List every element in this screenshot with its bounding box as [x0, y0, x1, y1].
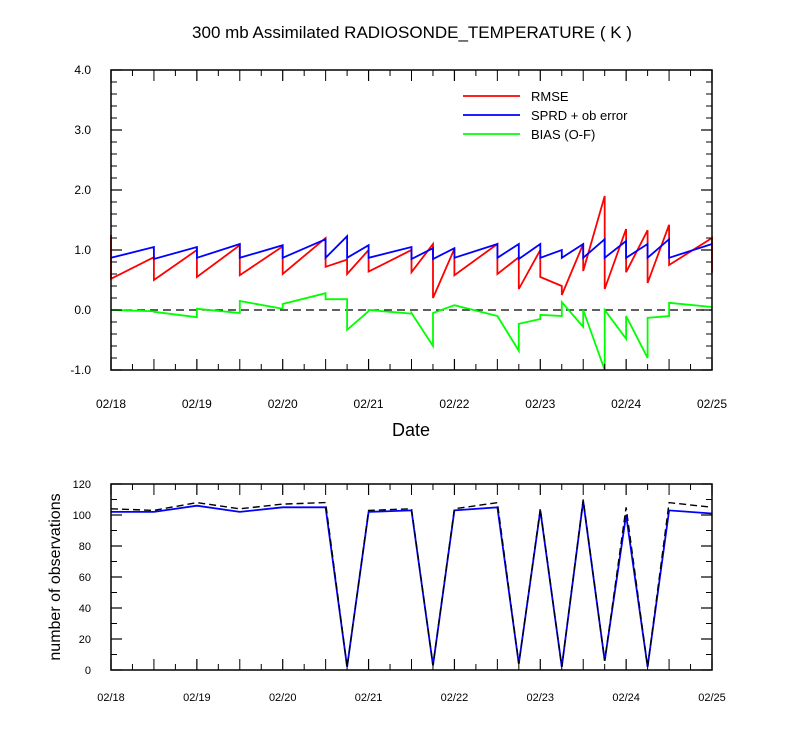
series-line-bias-o-f — [110, 292, 713, 371]
x-tick-label: 02/25 — [697, 397, 727, 411]
y-tick-label: 2.0 — [74, 183, 91, 197]
x-tick-label: 02/25 — [698, 692, 726, 704]
y-tick-label: 80 — [79, 541, 91, 553]
top-y-tick-labels: -1.0 0.0 1.0 2.0 3.0 4.0 — [70, 63, 91, 377]
y-tick-label: 1.0 — [74, 243, 91, 257]
top-x-tick-labels: 02/18 02/19 02/20 02/21 02/22 02/23 02/24 02/25 — [96, 397, 727, 411]
top-plot-area — [110, 195, 713, 371]
legend-label: BIAS (O-F) — [531, 127, 595, 142]
legend-label: SPRD + ob error — [531, 108, 628, 123]
y-tick-label: 3.0 — [74, 123, 91, 137]
y-tick-label: 40 — [79, 603, 91, 615]
series-line-sprd-ob-error — [110, 234, 713, 261]
x-tick-label: 02/24 — [612, 692, 640, 704]
bottom-y-tick-labels: 0 20 40 60 80 100 120 — [73, 479, 91, 677]
series-line-assimilated — [111, 500, 713, 668]
y-tick-label: 0.0 — [74, 303, 91, 317]
bottom-x-tick-labels: 02/18 02/19 02/20 02/21 02/22 02/23 02/24 02/25 — [97, 692, 726, 704]
x-tick-label: 02/22 — [441, 692, 469, 704]
y-tick-label: 0 — [85, 665, 91, 677]
bottom-plot-area — [110, 499, 713, 668]
bottom-axis-ticks — [110, 483, 713, 671]
x-tick-label: 02/18 — [96, 397, 126, 411]
legend-label: RMSE — [531, 89, 569, 104]
x-tick-label: 02/19 — [182, 397, 212, 411]
y-tick-label: 20 — [79, 634, 91, 646]
x-tick-label: 02/21 — [355, 692, 383, 704]
x-tick-label: 02/18 — [97, 692, 125, 704]
y-tick-label: 4.0 — [74, 63, 91, 77]
series-line-rmse — [110, 195, 713, 299]
x-tick-label: 02/22 — [439, 397, 469, 411]
x-tick-label: 02/20 — [269, 692, 297, 704]
x-tick-label: 02/21 — [354, 397, 384, 411]
y-axis-label: number of observations — [47, 493, 64, 660]
x-tick-label: 02/23 — [527, 692, 555, 704]
top-axis-ticks — [110, 69, 713, 371]
x-tick-label: 02/24 — [611, 397, 641, 411]
x-tick-label: 02/19 — [183, 692, 211, 704]
y-tick-label: -1.0 — [70, 363, 91, 377]
y-tick-label: 120 — [73, 479, 91, 491]
x-axis-label: Date — [392, 420, 430, 440]
y-tick-label: 100 — [73, 510, 91, 522]
y-tick-label: 60 — [79, 572, 91, 584]
series-line-possible — [110, 499, 713, 667]
chart-title: 300 mb Assimilated RADIOSONDE_TEMPERATUR… — [192, 23, 632, 42]
legend: RMSE SPRD + ob error BIAS (O-F) — [463, 89, 628, 142]
top-panel: 02/18 02/19 02/20 02/21 02/22 02/23 02/24 02/25… — [70, 63, 727, 440]
bottom-panel: 02/18 02/19 02/20 02/21 02/22 02/23 02/24 02/25… — [47, 479, 726, 704]
x-tick-label: 02/23 — [525, 397, 555, 411]
x-tick-label: 02/20 — [268, 397, 298, 411]
